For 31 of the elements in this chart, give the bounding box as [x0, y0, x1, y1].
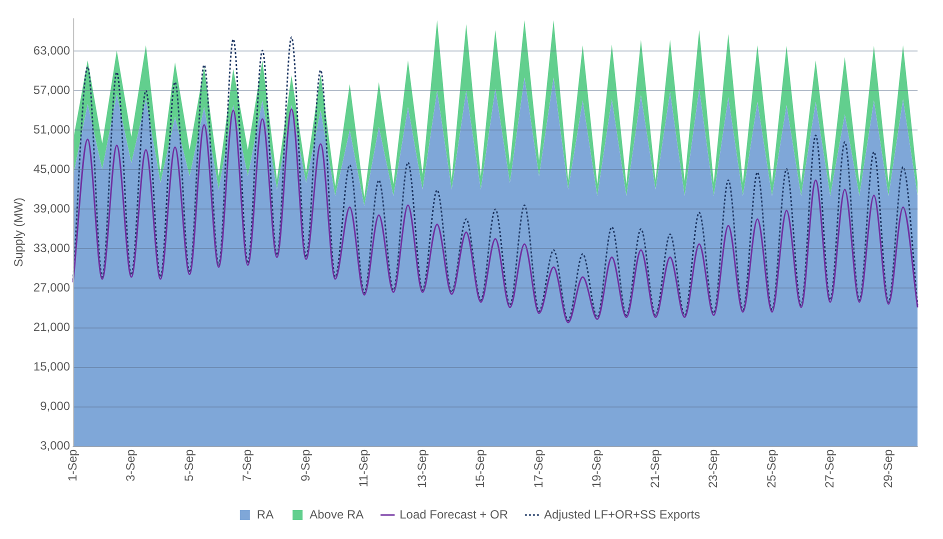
x-tick-label: 7-Sep [240, 448, 254, 482]
y-tick-label: 63,000 [33, 43, 70, 58]
x-tick-label: 11-Sep [356, 448, 371, 488]
x-tick-label: 13-Sep [414, 448, 429, 488]
x-tick-label: 15-Sep [473, 448, 488, 488]
x-tick-label: 17-Sep [531, 448, 546, 488]
y-tick-label: 27,000 [33, 280, 70, 295]
y-tick-label: 45,000 [33, 162, 70, 176]
x-tick-label: 19-Sep [590, 448, 604, 488]
x-tick-label: 25-Sep [764, 448, 778, 488]
y-axis-title: Supply (MW) [12, 198, 26, 267]
x-tick-label: 3-Sep [124, 448, 138, 482]
x-tick-label: 27-Sep [822, 448, 837, 488]
y-tick-label: 57,000 [33, 82, 70, 97]
x-tick-label: 9-Sep [298, 448, 312, 482]
legend-label: RA [256, 507, 274, 522]
x-tick-label: 5-Sep [182, 448, 196, 482]
x-tick-label: 29-Sep [880, 448, 895, 488]
y-tick-label: 51,000 [33, 122, 70, 136]
y-tick-label: 33,000 [33, 241, 70, 256]
legend-label: Load Forecast + OR [400, 507, 508, 522]
y-tick-label: 21,000 [33, 320, 70, 334]
legend-label: Adjusted LF+OR+SS Exports [544, 507, 700, 522]
line-series [72, 108, 918, 324]
y-tick-label: 39,000 [33, 202, 70, 216]
line-series [72, 36, 918, 322]
y-tick-label: 9,000 [40, 399, 70, 414]
x-tick-label: 21-Sep [648, 448, 662, 488]
y-tick-label: 15,000 [33, 360, 70, 374]
x-tick-label: 23-Sep [706, 448, 720, 488]
legend-label: Above RA [310, 507, 364, 522]
